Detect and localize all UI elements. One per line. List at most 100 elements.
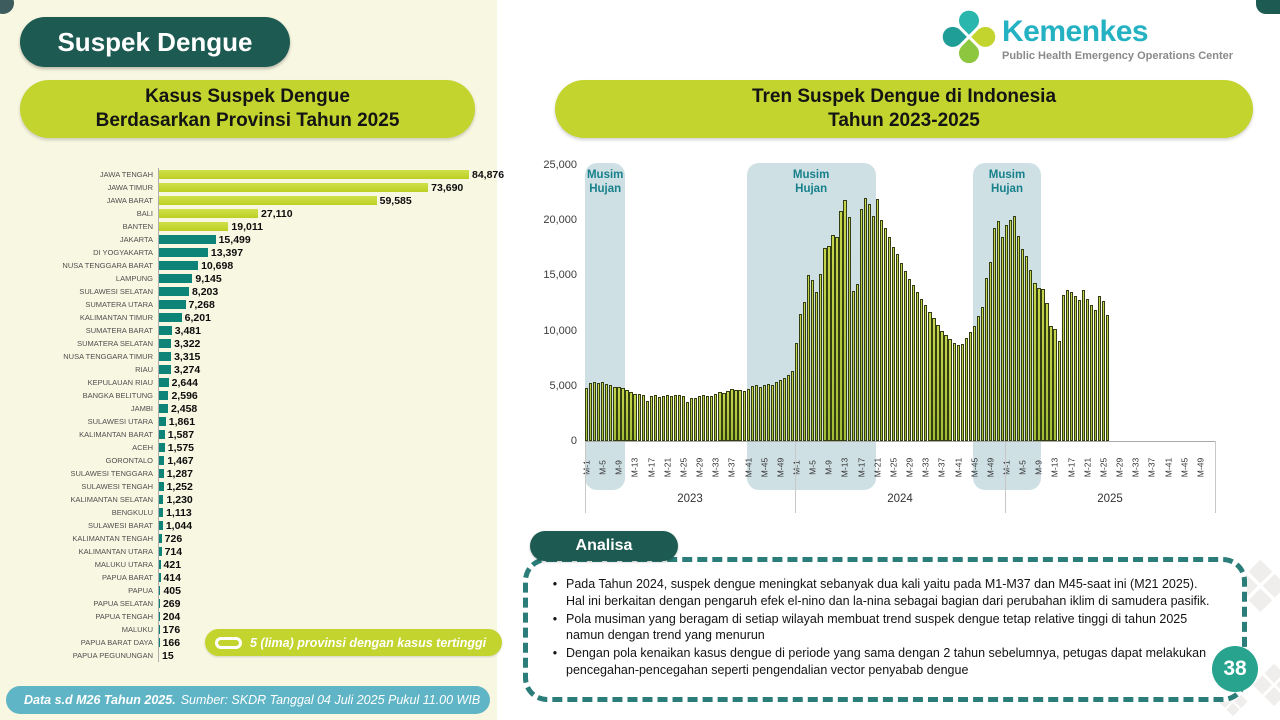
weekly-bar (900, 263, 904, 441)
province-bar (159, 456, 165, 465)
province-label: JAKARTA (119, 235, 153, 244)
province-value: 1,044 (165, 519, 193, 532)
table-row: SULAWESI UTARA 1,861 (0, 415, 520, 428)
table-row: SULAWESI BARAT 1,044 (0, 519, 520, 532)
province-label: PAPUA TENGAH (95, 612, 153, 621)
province-bar (159, 521, 163, 530)
weekly-bar (625, 389, 629, 441)
province-label: PAPUA BARAT (102, 573, 153, 582)
table-row: PAPUA 405 (0, 584, 520, 597)
weekly-bar (1000, 236, 1005, 441)
analysis-bullet: • Pola musiman yang beragam di setiap wil… (552, 611, 1188, 643)
weekly-bar (835, 236, 839, 441)
province-value: 15 (162, 649, 174, 662)
legend-label: 5 (lima) provinsi dengan kasus tertinggi (250, 635, 487, 650)
rainy-season-label: Musim Hujan (792, 169, 830, 195)
province-label: NUSA TENGGARA TIMUR (63, 352, 153, 361)
province-bar (159, 417, 166, 426)
x-axis-tick-label: M-17 (646, 457, 657, 478)
weekly-bar (1017, 235, 1021, 441)
table-row: KALIMANTAN SELATAN 1,230 (0, 493, 520, 506)
province-bar (159, 599, 160, 608)
weekly-bar (597, 383, 601, 441)
province-bar (159, 508, 164, 517)
weekly-bar (1013, 215, 1017, 441)
province-value: 13,397 (210, 246, 244, 259)
province-label: KALIMANTAN BARAT (79, 430, 153, 439)
weekly-bar (601, 382, 605, 441)
weekly-bar (1037, 287, 1041, 441)
weekly-bar (1041, 288, 1045, 441)
y-axis-tick-label: 10,000 (543, 324, 577, 337)
highlight-oval-icon (215, 636, 242, 649)
province-value: 726 (164, 532, 183, 545)
table-row: GORONTALO 1,467 (0, 454, 520, 467)
y-axis-tick-label: 25,000 (543, 159, 577, 171)
province-value: 1,252 (166, 480, 193, 493)
province-bar (159, 235, 216, 244)
weekly-bar (952, 342, 956, 441)
kemenkes-logo: Kemenkes Public Health Emergency Operati… (938, 6, 1266, 68)
province-value: 27,110 (261, 207, 293, 220)
province-label: SULAWESI UTARA (87, 417, 153, 426)
weekly-bar (593, 382, 597, 441)
table-row: SUMATERA BARAT 3,481 (0, 324, 520, 337)
weekly-bar (1049, 326, 1053, 441)
weekly-bar (924, 305, 928, 441)
weekly-bar (976, 316, 980, 441)
table-row: BENGKULU 1,113 (0, 506, 520, 519)
province-label: SUMATERA BARAT (85, 326, 153, 335)
weekly-bar (649, 395, 653, 441)
weekly-bar (988, 262, 993, 441)
x-axis-tick-label: M-49 (985, 457, 996, 478)
weekly-bar (585, 388, 589, 441)
weekly-bar (908, 278, 912, 441)
page-title: Suspek Dengue (20, 17, 290, 67)
x-axis-tick-label: M-25 (1098, 457, 1109, 478)
weekly-bar (944, 335, 948, 441)
province-label: KEPULAUAN RIAU (87, 378, 153, 387)
analysis-box: • Pada Tahun 2024, suspek dengue meningka… (523, 557, 1247, 702)
province-bar (159, 365, 171, 374)
province-label: GORONTALO (105, 456, 153, 465)
province-bar (159, 443, 165, 452)
province-bars: JAWA TENGAH 84,876 JAWA TIMUR 73,690 JAWA BA… (0, 168, 520, 662)
weekly-bar (1033, 283, 1037, 441)
analysis-bullet: • Pada Tahun 2024, suspek dengue meningka… (552, 577, 1210, 608)
province-bar (159, 391, 169, 400)
weekly-bar (827, 245, 831, 441)
province-bar (159, 482, 164, 491)
x-axis-tick-label: M-37 (726, 457, 737, 478)
weekly-bar (960, 343, 964, 441)
province-label: JAWA BARAT (106, 196, 153, 205)
corner-circle-decoration (0, 0, 14, 14)
province-bar-chart: JAWA TENGAH 84,876 JAWA TIMUR 73,690 JAWA BA… (0, 168, 520, 662)
y-axis-tick-label: 20,000 (543, 214, 577, 227)
weekly-bar (996, 221, 1001, 441)
province-value: 176 (162, 623, 181, 636)
weekly-bar (1061, 295, 1065, 441)
x-axis-tick-label: M-37 (1146, 457, 1157, 478)
weekly-bar (738, 390, 742, 441)
weekly-bar (1057, 340, 1061, 441)
weekly-bar (1101, 300, 1106, 441)
province-bar (159, 534, 162, 543)
kemenkes-flower-icon (936, 6, 1001, 71)
weekly-bar (1105, 315, 1110, 441)
x-axis-tick-label: M-49 (1195, 457, 1206, 478)
province-value: 1,113 (166, 506, 192, 519)
x-axis-tick-label: M-21 (1082, 457, 1093, 478)
x-axis-tick-label: M-33 (710, 457, 721, 478)
weekly-bar (653, 395, 657, 441)
weekly-bar (621, 388, 625, 441)
x-axis-tick-label: M-9 (1033, 460, 1044, 475)
province-bar (159, 300, 186, 309)
weekly-bar (629, 392, 633, 441)
province-value: 3,322 (174, 337, 201, 350)
logo-subtitle: Public Health Emergency Operations Cente… (1002, 49, 1234, 62)
province-value: 1,287 (166, 467, 193, 480)
table-row: SULAWESI TENGGARA 1,287 (0, 467, 520, 480)
table-row: JAWA TIMUR 73,690 (0, 181, 520, 194)
weekly-bar (718, 392, 722, 441)
